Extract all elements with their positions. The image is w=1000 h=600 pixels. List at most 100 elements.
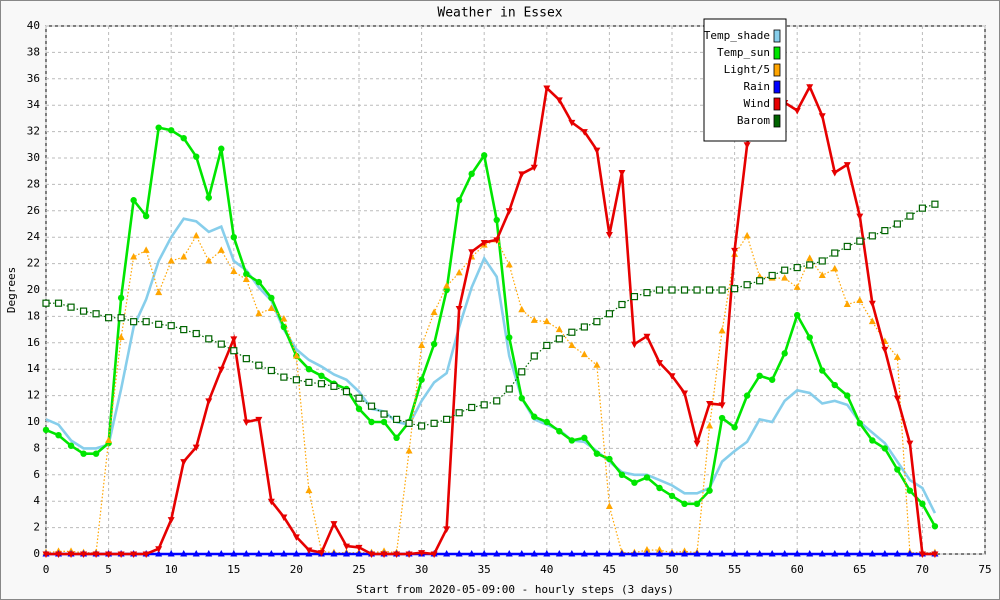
point (681, 390, 689, 397)
point (918, 204, 927, 212)
point (430, 419, 438, 427)
y-tick-label: 0 (33, 547, 40, 560)
point (743, 142, 751, 149)
point (743, 281, 751, 289)
point (706, 421, 714, 429)
point (205, 550, 213, 557)
point (918, 551, 926, 558)
point (104, 314, 113, 322)
y-tick-label: 38 (27, 45, 40, 58)
x-tick-label: 20 (290, 563, 303, 576)
legend-box (703, 18, 787, 142)
point (305, 378, 313, 386)
point (794, 311, 801, 319)
point (531, 413, 538, 420)
point (643, 333, 651, 341)
point (806, 334, 813, 341)
point (768, 550, 776, 557)
point (92, 310, 100, 318)
point (530, 164, 538, 172)
point (42, 299, 50, 307)
point (155, 320, 163, 328)
point (856, 213, 864, 221)
point (568, 341, 576, 348)
legend-swatch (773, 46, 781, 60)
point (869, 437, 876, 444)
point (54, 299, 63, 307)
point (643, 474, 651, 481)
point (555, 550, 563, 557)
point (781, 550, 789, 557)
point (142, 318, 150, 326)
chart-title: Weather in Essex (437, 6, 562, 21)
point (931, 200, 939, 208)
point (155, 124, 162, 131)
point (455, 268, 463, 276)
legend-label: Barom (737, 114, 770, 127)
point (55, 551, 63, 558)
point (705, 286, 714, 294)
point (843, 550, 851, 557)
point (793, 263, 801, 272)
point (668, 550, 676, 557)
point (493, 397, 501, 405)
point (693, 550, 701, 557)
point (655, 546, 663, 553)
point (493, 237, 501, 244)
point (668, 492, 676, 500)
point (155, 546, 163, 553)
point (605, 310, 614, 318)
point (130, 253, 138, 260)
point (280, 514, 288, 522)
x-tick-label: 50 (665, 563, 678, 576)
point (706, 550, 714, 557)
point (280, 373, 288, 381)
point (243, 270, 250, 278)
point (555, 97, 563, 104)
point (105, 436, 113, 443)
point (831, 381, 838, 389)
point (230, 267, 238, 275)
legend-label: Wind (744, 97, 771, 110)
point (130, 551, 138, 558)
y-tick-label: 34 (27, 98, 41, 111)
point (543, 341, 551, 350)
point (318, 372, 325, 379)
legend-label: Rain (744, 80, 771, 93)
y-tick-label: 32 (27, 125, 40, 138)
point (655, 286, 664, 294)
point (480, 401, 488, 409)
point (67, 442, 75, 449)
point (342, 543, 350, 551)
point (380, 410, 388, 418)
point (593, 147, 601, 155)
point (706, 487, 713, 494)
y-tick-label: 30 (27, 151, 40, 164)
point (317, 550, 325, 557)
point (906, 440, 914, 448)
point (806, 254, 814, 261)
x-tick-label: 55 (728, 563, 741, 576)
point (368, 551, 376, 558)
point (192, 231, 200, 239)
point (79, 307, 88, 315)
y-tick-label: 22 (27, 257, 40, 270)
point (868, 317, 876, 325)
point (468, 170, 475, 178)
point (180, 326, 188, 334)
point (543, 418, 550, 426)
y-axis-label: Degrees (5, 267, 18, 313)
y-tick-label: 20 (27, 283, 40, 296)
point (505, 550, 513, 557)
point (155, 288, 163, 296)
point (543, 550, 551, 557)
point (142, 212, 150, 220)
point (167, 256, 175, 264)
point (580, 550, 588, 557)
point (217, 246, 225, 253)
point (355, 544, 363, 552)
y-tick-label: 24 (27, 230, 41, 243)
point (430, 340, 438, 348)
point (868, 550, 876, 557)
point (192, 550, 200, 557)
